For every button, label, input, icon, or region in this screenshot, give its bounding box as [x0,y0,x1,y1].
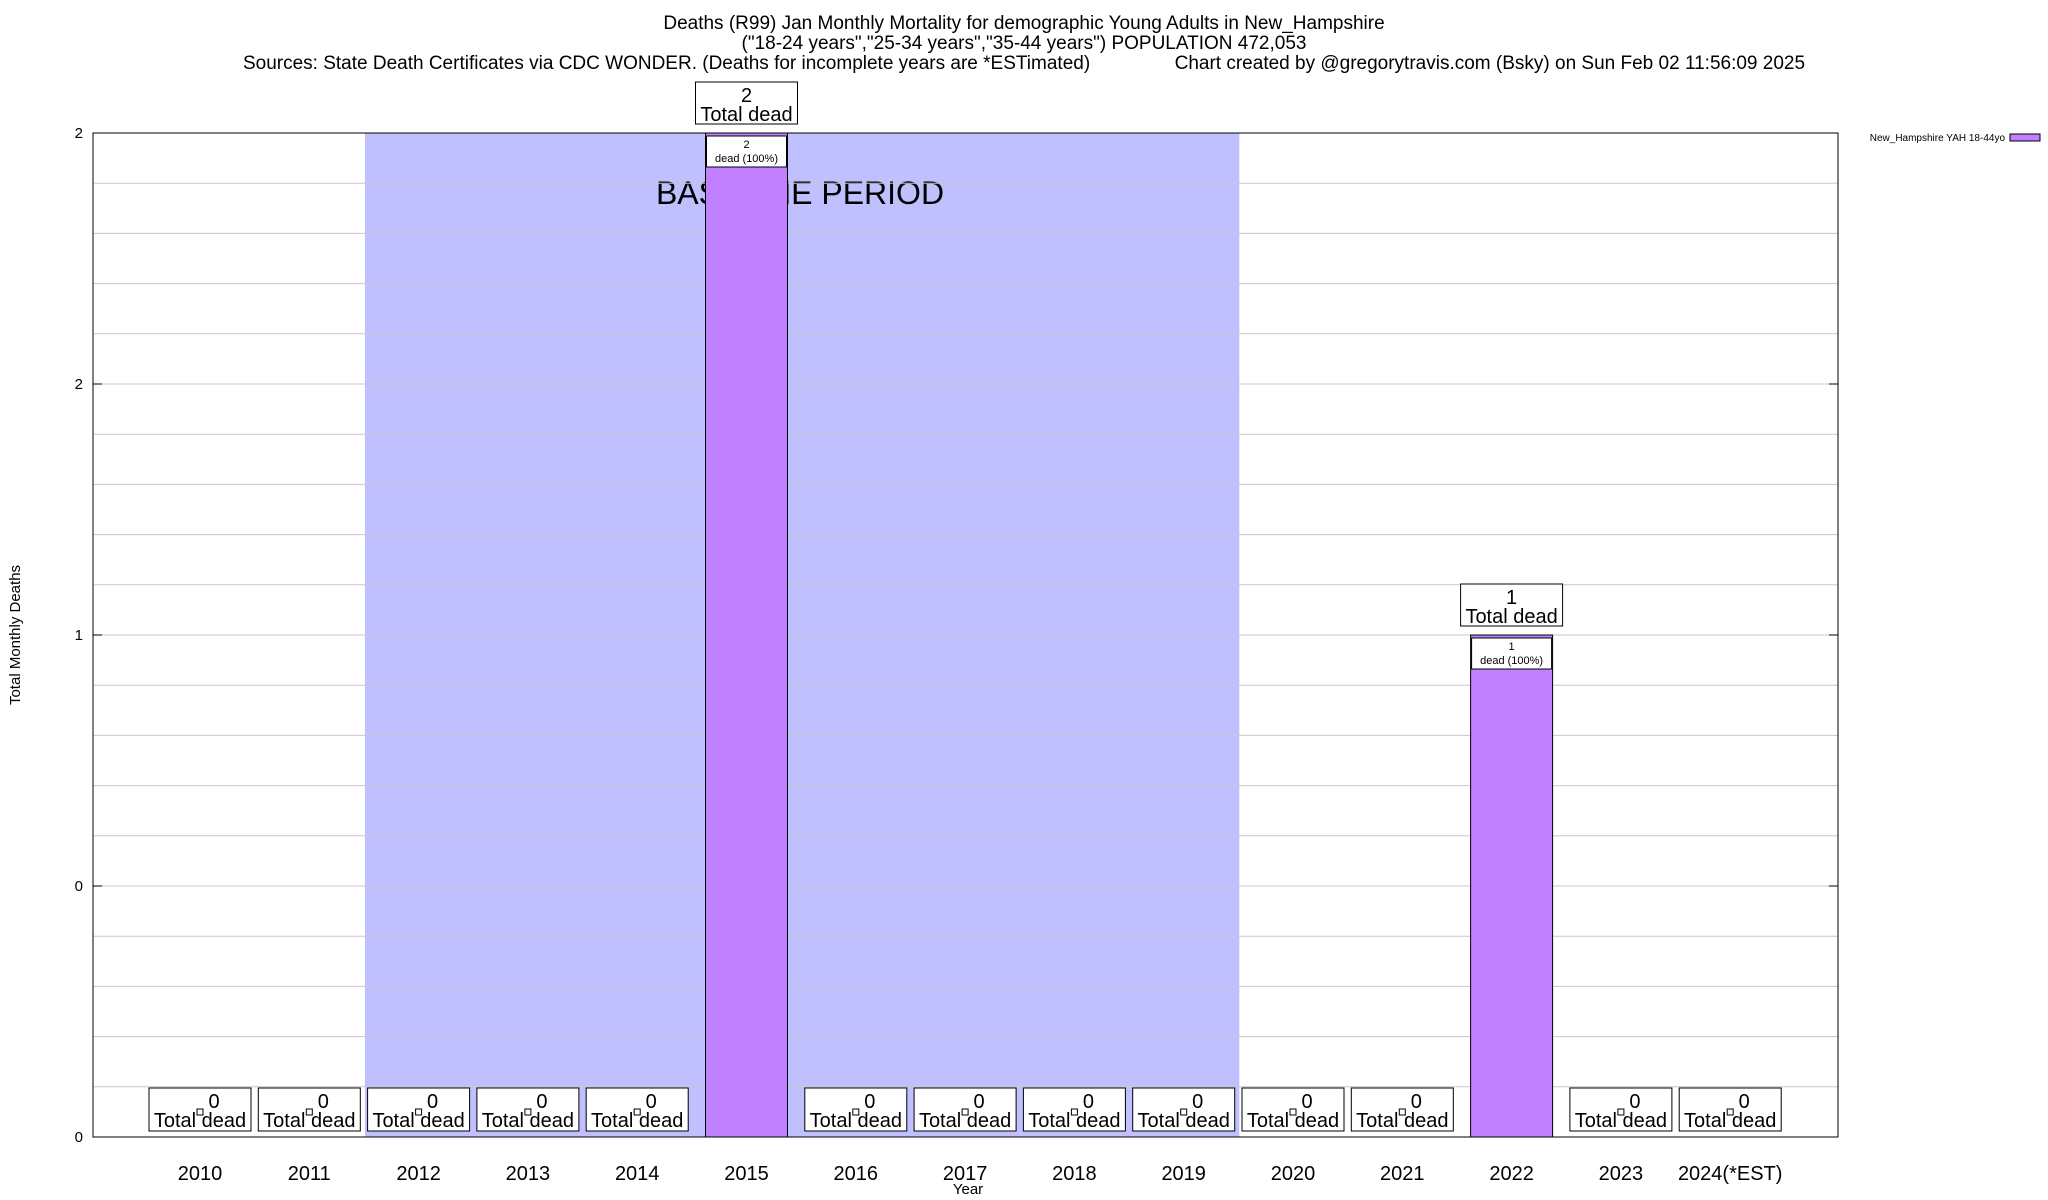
y-axis-label: Total Monthly Deaths [7,565,24,705]
bars-layer [705,132,1554,1138]
x-tick-label: 2013 [506,1163,551,1185]
total-label: Total dead [372,1110,464,1132]
x-tick-label: 2021 [1380,1163,1425,1185]
total-label: Total dead [482,1110,574,1132]
total-label: Total dead [1465,606,1557,628]
point-marker [1726,1108,1734,1116]
total-label: Total dead [1575,1110,1667,1132]
total-label: Total dead [1138,1110,1230,1132]
total-label-box [695,81,798,125]
total-label: Total dead [1684,1110,1776,1132]
x-tick-label: 2011 [288,1163,331,1185]
point-marker [305,1108,313,1116]
bar-segment-label: dead (100%) [715,153,778,165]
point-marker [1070,1108,1078,1116]
chart-title-line-1: Deaths (R99) Jan Monthly Mortality for d… [663,13,1385,34]
x-tick-label: 2016 [834,1163,879,1185]
total-label: Total dead [1028,1110,1120,1132]
legend-label: New_Hampshire YAH 18-44yo [1870,133,2006,144]
total-value: 0 [1411,1091,1422,1113]
total-label: Total dead [810,1110,902,1132]
point-marker [633,1108,641,1116]
total-value: 0 [1192,1091,1203,1113]
total-value: 2 [741,85,752,107]
point-marker [1289,1108,1297,1116]
total-label: Total dead [700,104,792,126]
total-label: Total dead [1356,1110,1448,1132]
legend-swatch [2009,133,2041,142]
total-label: Total dead [263,1110,355,1132]
x-axis-label: Year [953,1181,983,1198]
point-marker [852,1108,860,1116]
total-value: 0 [1301,1091,1312,1113]
y-tick-label: 2 [75,125,83,142]
total-value: 0 [427,1091,438,1113]
total-value: 0 [1739,1091,1750,1113]
total-value: 0 [536,1091,547,1113]
total-value: 0 [864,1091,875,1113]
bar-segment-label-box [1471,637,1553,670]
total-label-box [1460,583,1564,627]
total-value: 0 [318,1091,329,1113]
bar-segment-value: 2 [743,139,749,151]
chart-title-line-2: ("18-24 years","25-34 years","35-44 year… [741,33,1307,54]
y-tick-label: 2 [75,376,83,393]
x-tick-label: 2018 [1052,1163,1097,1185]
legend: New_Hampshire YAH 18-44yo [1870,133,2041,144]
x-tick-label: 2014 [615,1163,660,1185]
chart-title-line-3: Sources: State Death Certificates via CD… [242,53,1806,74]
bar-segment-value: 1 [1509,641,1515,653]
point-marker [1180,1108,1188,1116]
point-marker [524,1108,532,1116]
total-value: 0 [974,1091,985,1113]
y-tick-label: 0 [75,878,83,895]
total-label: Total dead [919,1110,1011,1132]
x-tick-label: 2017 [943,1163,988,1185]
point-marker [415,1108,423,1116]
x-tick-label: 2012 [396,1163,441,1185]
bar [705,132,788,1138]
total-label: Total dead [154,1110,246,1132]
total-value: 0 [208,1091,219,1113]
x-tick-label: 2023 [1599,1163,1644,1185]
x-tick-label: 2010 [178,1163,223,1185]
total-value: 0 [1083,1091,1094,1113]
total-label: Total dead [1247,1110,1339,1132]
bar [1470,634,1554,1138]
baseline-period-label: BASELINE PERIOD [656,175,944,211]
x-tick-label: 2024(*EST) [1678,1163,1783,1185]
total-value: 0 [646,1091,657,1113]
x-tick-label: 2015 [724,1163,769,1185]
point-marker [961,1108,969,1116]
x-tick-label: 2020 [1271,1163,1316,1185]
bar-segment-label: dead (100%) [1480,655,1543,667]
y-tick-label: 1 [75,627,83,644]
total-value: 1 [1506,587,1517,609]
y-tick-label: 0 [75,1129,83,1146]
x-tick-label: 2019 [1161,1163,1206,1185]
total-value: 0 [1629,1091,1640,1113]
point-marker [196,1108,204,1116]
x-tick-label: 2022 [1489,1163,1534,1185]
point-marker [1398,1108,1406,1116]
bar-segment-label-box [706,135,787,168]
point-marker [1617,1108,1625,1116]
total-label: Total dead [591,1110,683,1132]
